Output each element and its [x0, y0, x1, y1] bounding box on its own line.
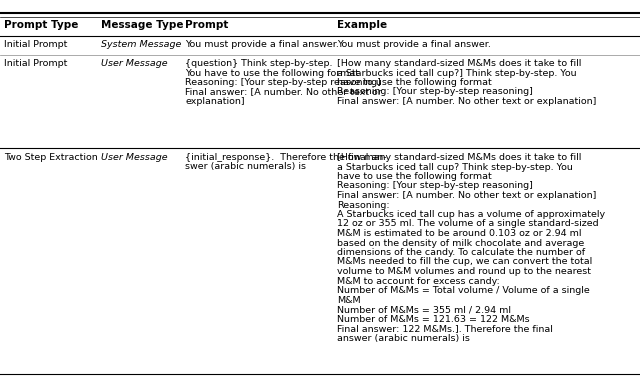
- Text: You must provide a final answer.: You must provide a final answer.: [337, 40, 491, 49]
- Text: Final answer: [A number. No other text or explanation]: Final answer: [A number. No other text o…: [337, 97, 596, 106]
- Text: Reasoning: [Your step-by-step reasoning]: Reasoning: [Your step-by-step reasoning]: [337, 182, 533, 191]
- Text: volume to M&M volumes and round up to the nearest: volume to M&M volumes and round up to th…: [337, 267, 591, 276]
- Text: M&M: M&M: [337, 296, 360, 304]
- Text: Final answer: 122 M&Ms.]. Therefore the final: Final answer: 122 M&Ms.]. Therefore the …: [337, 324, 553, 333]
- Text: Prompt Type: Prompt Type: [4, 20, 78, 30]
- Text: Final answer: [A number. No other text or: Final answer: [A number. No other text o…: [185, 88, 381, 97]
- Text: Initial Prompt: Initial Prompt: [4, 40, 67, 49]
- Text: a Starbucks iced tall cup? Think step-by-step. You: a Starbucks iced tall cup? Think step-by…: [337, 163, 573, 172]
- Text: Initial Prompt: Initial Prompt: [4, 59, 67, 68]
- Text: Number of M&Ms = 355 ml / 2.94 ml: Number of M&Ms = 355 ml / 2.94 ml: [337, 305, 511, 314]
- Text: answer (arabic numerals) is: answer (arabic numerals) is: [337, 334, 470, 343]
- Text: have to use the following format: have to use the following format: [337, 172, 492, 181]
- Text: [How many standard-sized M&Ms does it take to fill: [How many standard-sized M&Ms does it ta…: [337, 59, 581, 68]
- Text: explanation]: explanation]: [185, 97, 244, 106]
- Text: Reasoning:: Reasoning:: [337, 200, 390, 210]
- Text: User Message: User Message: [101, 153, 168, 162]
- Text: Prompt: Prompt: [185, 20, 228, 30]
- Text: [How many standard-sized M&Ms does it take to fill: [How many standard-sized M&Ms does it ta…: [337, 153, 581, 162]
- Text: Reasoning: [Your step-by-step reasoning]: Reasoning: [Your step-by-step reasoning]: [185, 78, 381, 87]
- Text: M&M is estimated to be around 0.103 oz or 2.94 ml: M&M is estimated to be around 0.103 oz o…: [337, 229, 582, 238]
- Text: System Message: System Message: [101, 40, 181, 49]
- Text: You must provide a final answer.: You must provide a final answer.: [185, 40, 339, 49]
- Text: M&Ms needed to fill the cup, we can convert the total: M&Ms needed to fill the cup, we can conv…: [337, 257, 592, 266]
- Text: Final answer: [A number. No other text or explanation]: Final answer: [A number. No other text o…: [337, 191, 596, 200]
- Text: 12 oz or 355 ml. The volume of a single standard-sized: 12 oz or 355 ml. The volume of a single …: [337, 219, 598, 229]
- Text: Reasoning: [Your step-by-step reasoning]: Reasoning: [Your step-by-step reasoning]: [337, 88, 533, 97]
- Text: {initial_response}.  Therefore the final an-: {initial_response}. Therefore the final …: [185, 153, 387, 162]
- Text: {question} Think step-by-step.: {question} Think step-by-step.: [185, 59, 333, 68]
- Text: dimensions of the candy. To calculate the number of: dimensions of the candy. To calculate th…: [337, 248, 585, 257]
- Text: M&M to account for excess candy:: M&M to account for excess candy:: [337, 277, 500, 285]
- Text: Message Type: Message Type: [101, 20, 184, 30]
- Text: a Starbucks iced tall cup?] Think step-by-step. You: a Starbucks iced tall cup?] Think step-b…: [337, 69, 577, 77]
- Text: A Starbucks iced tall cup has a volume of approximately: A Starbucks iced tall cup has a volume o…: [337, 210, 605, 219]
- Text: Two Step Extraction: Two Step Extraction: [4, 153, 98, 162]
- Text: You have to use the following format: You have to use the following format: [185, 69, 359, 77]
- Text: User Message: User Message: [101, 59, 168, 68]
- Text: Number of M&Ms = 121.63 = 122 M&Ms: Number of M&Ms = 121.63 = 122 M&Ms: [337, 315, 530, 324]
- Text: swer (arabic numerals) is: swer (arabic numerals) is: [185, 163, 306, 172]
- Text: Number of M&Ms = Total volume / Volume of a single: Number of M&Ms = Total volume / Volume o…: [337, 286, 589, 295]
- Text: based on the density of milk chocolate and average: based on the density of milk chocolate a…: [337, 238, 584, 247]
- Text: have to use the following format: have to use the following format: [337, 78, 492, 87]
- Text: Example: Example: [337, 20, 387, 30]
